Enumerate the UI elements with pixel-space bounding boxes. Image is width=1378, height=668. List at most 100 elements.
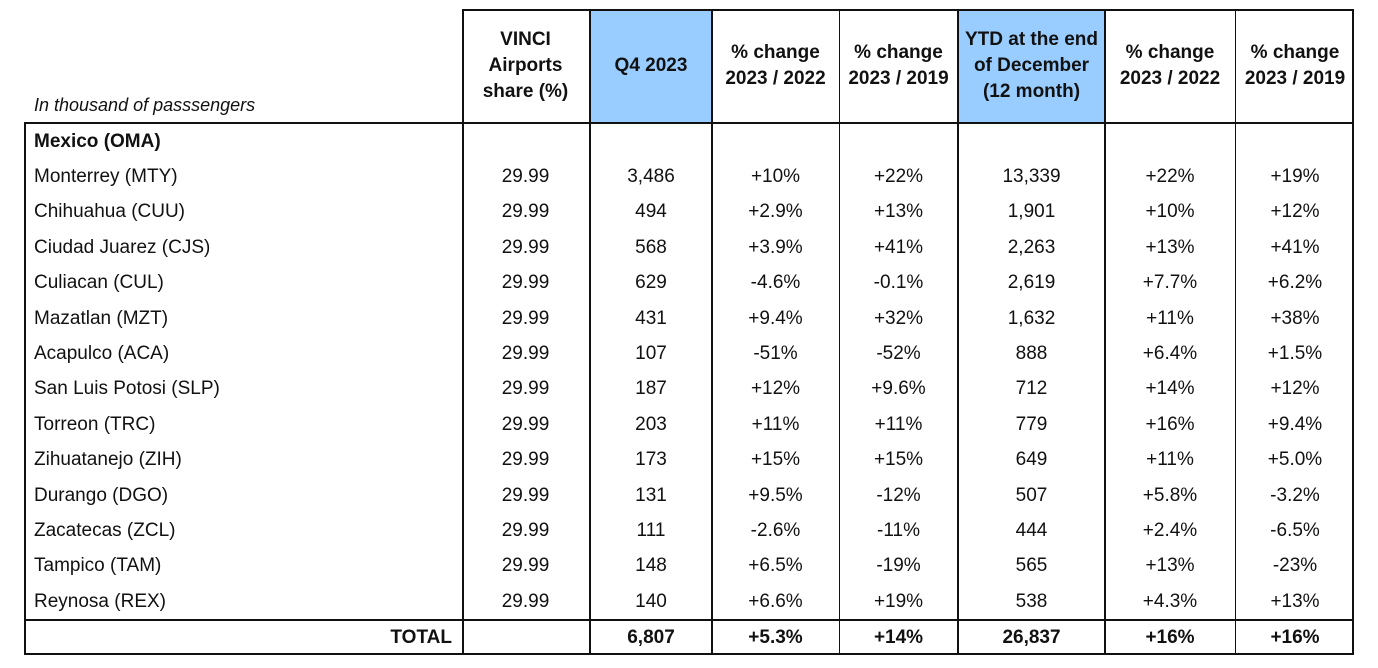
ytd-cell: 1,632	[1007, 307, 1056, 329]
ytd-change-2022-cell: +22%	[1145, 166, 1195, 188]
ytd-change-2019-cell: +16%	[1270, 627, 1320, 649]
airport-name: Chihuahua (CUU)	[34, 201, 186, 223]
q4-change-2022-cell: -51%	[753, 343, 798, 365]
ytd-cell: 26,837	[1002, 627, 1061, 649]
q4-change-2019-cell: +32%	[873, 307, 924, 329]
table-row: Acapulco (ACA) 29.99 107 -51% -52% 888 +6.4% +1…	[24, 336, 1354, 371]
total-row: TOTAL 6,807 +5.3% +14% 26,837 +16% +16%	[24, 619, 1354, 654]
table-row: Culiacan (CUL) 29.99 629 -4.6% -0.1% 2,619 +7.…	[24, 266, 1354, 301]
q4-change-2022-cell: -2.6%	[750, 519, 801, 541]
ytd-change-2019-cell: +38%	[1270, 307, 1320, 329]
ytd-cell: 538	[1015, 590, 1048, 612]
airport-name: Acapulco (ACA)	[34, 343, 170, 365]
q4-change-2019-cell: -0.1%	[873, 272, 924, 294]
share-cell: 29.99	[501, 413, 550, 435]
header-q4-2023: Q4 2023	[591, 9, 711, 122]
ytd-cell: 565	[1015, 555, 1048, 577]
q4-cell: 173	[635, 449, 667, 471]
table-row: Zacatecas (ZCL) 29.99 111 -2.6% -11% 444 +2.4%…	[24, 513, 1354, 548]
ytd-change-2019-cell: +6.2%	[1267, 272, 1323, 294]
q4-change-2019-cell: +11%	[874, 413, 923, 435]
share-cell: 29.99	[501, 378, 550, 400]
q4-change-2019-cell: +9.6%	[871, 378, 926, 400]
table-row: Reynosa (REX) 29.99 140 +6.6% +19% 538 +4.3% +1…	[24, 584, 1354, 619]
q4-change-2019-cell: -11%	[877, 519, 920, 541]
q4-change-2022-cell: +2.9%	[748, 201, 803, 223]
group-label: Mexico (OMA)	[34, 130, 161, 152]
unit-note: In thousand of passsengers	[34, 95, 256, 115]
airport-name: Ciudad Juarez (CJS)	[34, 236, 211, 258]
column-divider	[589, 124, 591, 655]
airport-name: Zacatecas (ZCL)	[34, 519, 176, 541]
share-cell: 29.99	[501, 519, 550, 541]
q4-cell: 107	[635, 343, 667, 365]
ytd-change-2022-cell: +4.3%	[1142, 590, 1198, 612]
ytd-cell: 507	[1015, 484, 1048, 506]
ytd-change-2022-cell: +14%	[1145, 378, 1195, 400]
q4-cell: 148	[635, 555, 667, 577]
q4-cell: 6,807	[627, 627, 675, 649]
ytd-cell: 649	[1015, 449, 1048, 471]
ytd-cell: 2,619	[1007, 272, 1056, 294]
column-divider	[839, 124, 840, 655]
q4-change-2019-cell: -12%	[876, 484, 921, 506]
q4-cell: 111	[636, 519, 666, 541]
q4-change-2019-cell: +41%	[873, 236, 924, 258]
q4-change-2019-cell: +13%	[873, 201, 924, 223]
q4-change-2022-cell: +5.3%	[748, 627, 803, 649]
ytd-change-2019-cell: +41%	[1270, 236, 1320, 258]
column-divider	[957, 124, 959, 655]
ytd-change-2022-cell: +7.7%	[1142, 272, 1198, 294]
table-row: Mazatlan (MZT) 29.99 431 +9.4% +32% 1,632 +11%…	[24, 301, 1354, 336]
share-cell: 29.99	[501, 236, 550, 258]
ytd-cell: 2,263	[1007, 236, 1056, 258]
airport-name: San Luis Potosi (SLP)	[34, 378, 220, 400]
ytd-change-2022-cell: +16%	[1145, 627, 1195, 649]
q4-change-2022-cell: +6.6%	[748, 590, 803, 612]
q4-change-2022-cell: +9.5%	[748, 484, 803, 506]
ytd-change-2019-cell: +13%	[1270, 590, 1320, 612]
ytd-change-2022-cell: +13%	[1145, 236, 1195, 258]
table-row: Monterrey (MTY) 29.99 3,486 +10% +22% 13,339 +…	[24, 159, 1354, 194]
ytd-change-2022-cell: +11%	[1146, 307, 1194, 329]
q4-cell: 494	[635, 201, 667, 223]
q4-change-2019-cell: +15%	[873, 449, 924, 471]
q4-change-2022-cell: +6.5%	[748, 555, 803, 577]
ytd-cell: 1,901	[1007, 201, 1056, 223]
header-ytd-change-2022: % change 2023 / 2022	[1119, 41, 1221, 89]
share-cell: 29.99	[501, 307, 550, 329]
airport-name: Reynosa (REX)	[34, 590, 166, 612]
share-cell: 29.99	[501, 555, 550, 577]
q4-change-2019-cell: +22%	[873, 166, 924, 188]
ytd-change-2022-cell: +2.4%	[1142, 519, 1198, 541]
share-cell: 29.99	[501, 484, 550, 506]
table-row: Tampico (TAM) 29.99 148 +6.5% -19% 565 +13% -23…	[24, 549, 1354, 584]
q4-change-2019-cell: -52%	[876, 343, 921, 365]
table-header: In thousand of passsengers VINCI Airport…	[24, 9, 1354, 124]
q4-change-2022-cell: +3.9%	[748, 236, 803, 258]
ytd-change-2019-cell: +1.5%	[1267, 343, 1323, 365]
ytd-change-2019-cell: -3.2%	[1270, 484, 1320, 506]
column-divider	[462, 124, 464, 655]
q4-change-2022-cell: -4.6%	[750, 272, 801, 294]
q4-cell: 140	[635, 590, 667, 612]
table-row: Durango (DGO) 29.99 131 +9.5% -12% 507 +5.8% -3…	[24, 478, 1354, 513]
q4-change-2019-cell: +19%	[873, 590, 924, 612]
airport-name: Zihuatanejo (ZIH)	[34, 449, 182, 471]
table-row: Ciudad Juarez (CJS) 29.99 568 +3.9% +41% 2,26…	[24, 230, 1354, 265]
table-row: San Luis Potosi (SLP) 29.99 187 +12% +9.6% 71…	[24, 372, 1354, 407]
column-divider	[711, 124, 713, 655]
airport-name: Tampico (TAM)	[34, 555, 162, 577]
header-vinci-share: VINCI Airports share (%)	[482, 28, 569, 102]
ytd-cell: 712	[1015, 378, 1048, 400]
airport-name: Monterrey (MTY)	[34, 166, 178, 188]
ytd-change-2019-cell: +9.4%	[1267, 413, 1323, 435]
ytd-change-2019-cell: +12%	[1270, 201, 1320, 223]
ytd-cell: 779	[1015, 413, 1048, 435]
q4-change-2019-cell: +14%	[873, 627, 924, 649]
ytd-change-2022-cell: +11%	[1146, 449, 1194, 471]
airport-name: Durango (DGO)	[34, 484, 169, 506]
ytd-change-2022-cell: +5.8%	[1142, 484, 1198, 506]
q4-cell: 568	[635, 236, 667, 258]
q4-change-2022-cell: +11%	[751, 413, 800, 435]
